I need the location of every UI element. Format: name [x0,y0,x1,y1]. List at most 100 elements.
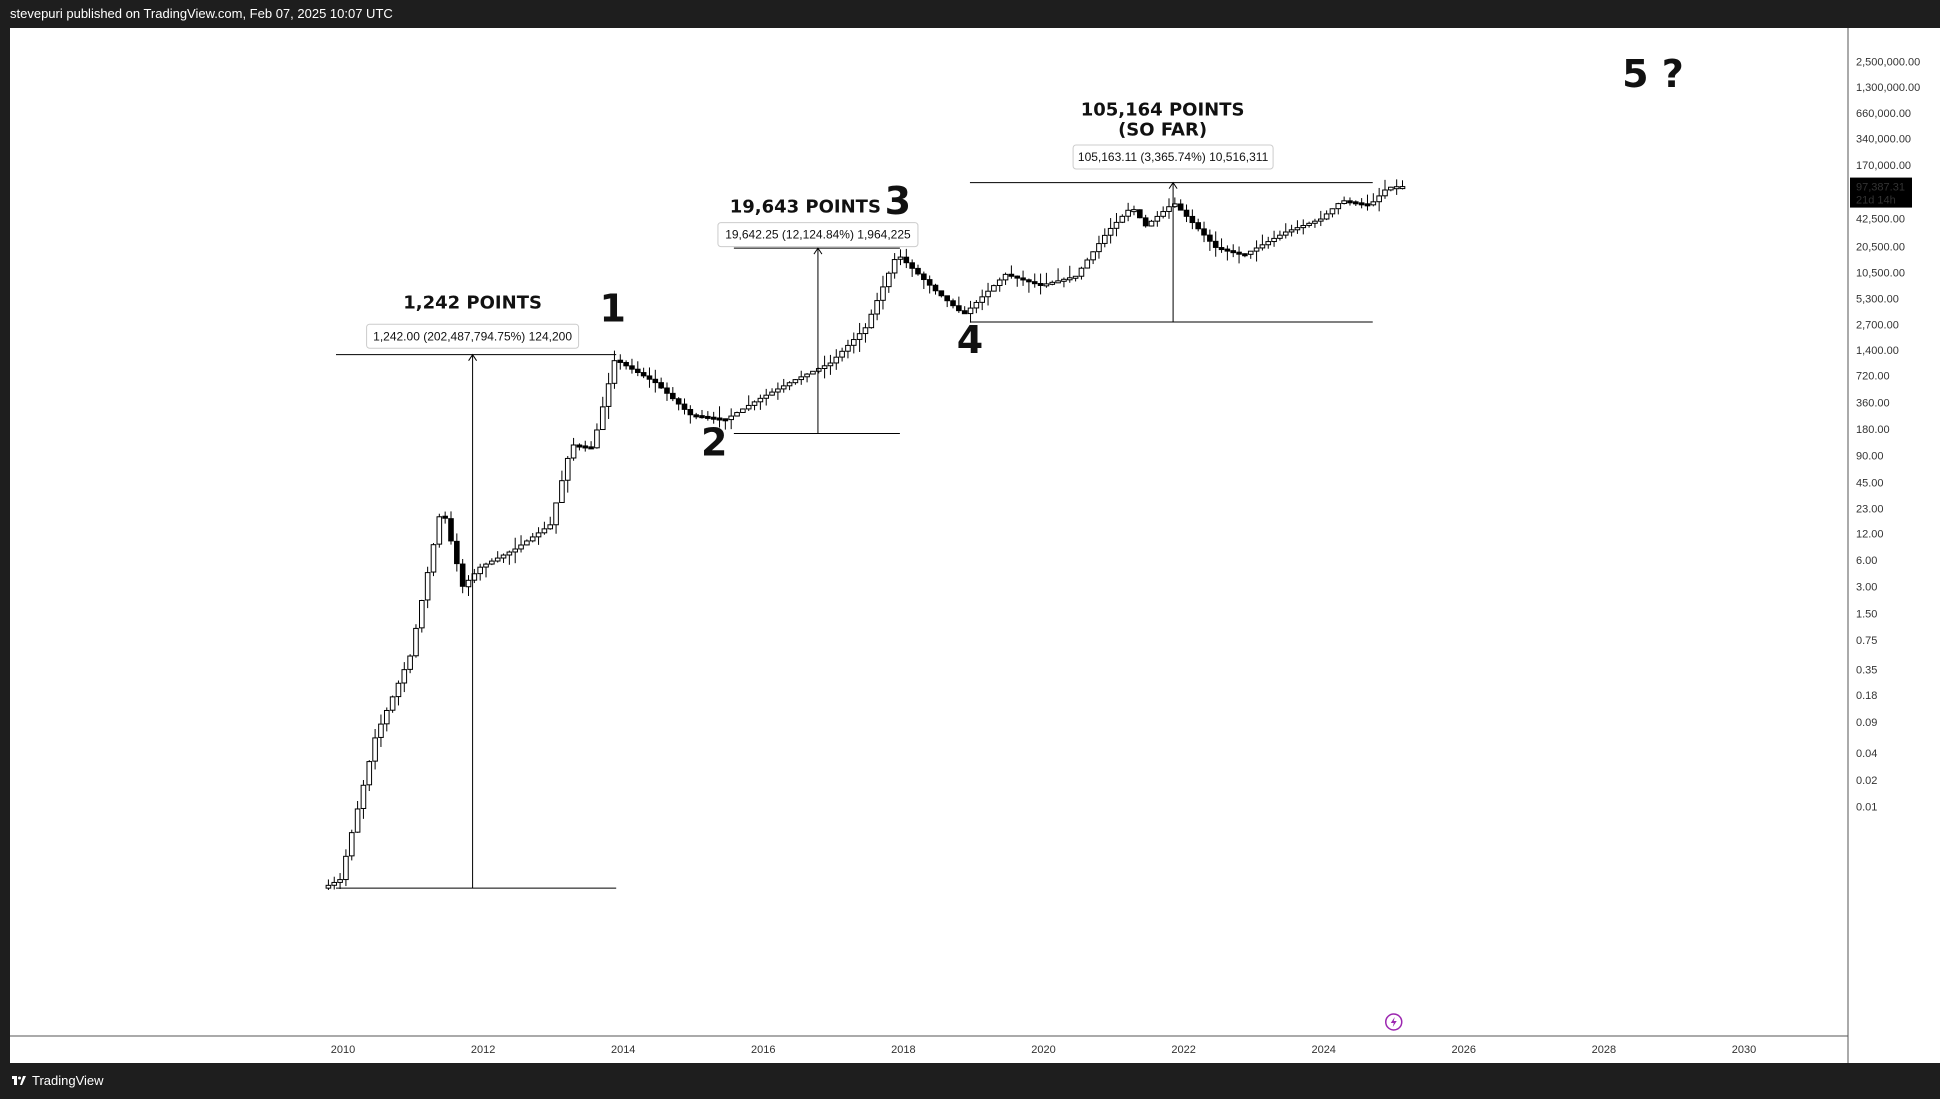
candle [360,784,367,809]
measure-label-box [1072,144,1274,170]
candle [1189,215,1196,224]
candle [862,327,869,335]
price-tick-label: 23.00 [1856,503,1884,515]
candle [1218,247,1225,251]
price-axis: 2,500,000.00 1,300,000.00 660,000.00 340,00… [1847,28,1920,1063]
time-tick-label: 2016 [751,1044,775,1056]
candle [868,313,875,329]
candle [1341,200,1347,205]
candle [734,412,740,417]
candle [687,408,694,416]
candle [1183,209,1190,217]
candle [465,579,472,588]
price-tick-label: 1.50 [1856,608,1877,620]
candle [1061,278,1067,282]
candle [973,301,980,309]
candle [763,394,770,399]
candle [1014,275,1021,279]
candle [331,881,338,886]
price-chart[interactable]: 1,242.00 (202,487,794.75%) 124,200 1,242 … [10,28,1940,1063]
candle [815,368,822,372]
candle [1049,281,1056,285]
candle [827,362,834,367]
candle [775,388,781,393]
candle [1142,217,1149,227]
price-tick-label: 0.18 [1856,690,1877,702]
candle [675,398,682,405]
measure-label-text: 19,642.25 (12,124.84%) 1,964,225 [725,228,911,242]
candle [845,344,851,352]
candle [1055,280,1061,284]
candle [547,524,554,530]
candle [1090,251,1096,261]
candle [903,256,910,264]
candle [1370,201,1377,206]
candle [348,832,355,857]
candle [1253,247,1260,252]
candle [459,563,466,587]
candle [1084,259,1091,269]
candle [419,600,425,629]
candle [576,444,583,448]
candle [1312,220,1318,224]
candle [634,368,641,374]
candle [448,518,454,542]
candle [378,723,384,738]
publish-header: stevepuri published on TradingView.com, … [0,0,1940,28]
measure-label-box [717,222,919,248]
wave-2-label: 2 [701,421,727,465]
candle [366,761,373,786]
measure-arrow-icon [1168,181,1178,189]
candle [372,737,378,762]
candle [401,669,408,684]
candle [757,397,764,403]
candle [839,350,845,358]
wave-4-label: 4 [957,318,983,362]
candle [967,307,974,315]
candle [1242,253,1248,257]
lightning-bolt-icon [1390,1017,1397,1027]
price-tick-label: 660,000.00 [1856,108,1911,120]
candle [1072,275,1079,279]
candle [407,655,413,670]
candle [751,401,758,406]
candle [1119,215,1126,223]
candle [670,392,676,400]
candle [1201,228,1207,236]
candle [728,415,734,421]
candle [1353,201,1359,205]
candle [1026,279,1032,283]
candle [798,376,805,381]
candle [979,296,986,303]
price-tick-label: 340,000.00 [1856,133,1911,145]
candle [1288,229,1295,233]
candle [524,540,530,546]
candle [395,682,402,698]
candle [1037,282,1044,286]
candle [1388,186,1394,191]
candle [792,379,799,384]
candle [1347,200,1353,204]
candle [605,383,612,407]
candles-layer [325,179,1406,890]
candle [599,406,606,431]
candle [518,544,524,550]
chart-area[interactable]: 1,242.00 (202,487,794.75%) 124,200 1,242 … [10,28,1940,1063]
candle [1020,277,1026,281]
candle [337,879,343,883]
price-tick-label: 2,700.00 [1856,320,1899,332]
candle [436,516,443,545]
candle [1078,267,1085,277]
wave-label-layer: 1 2 3 4 5 ? [599,52,1683,465]
candle [1195,222,1201,230]
price-tick-label: 45.00 [1856,477,1884,489]
candle [1393,186,1400,190]
candle [570,444,577,459]
price-tick-label: 0.75 [1856,635,1877,647]
candle [950,300,956,307]
candle [623,362,629,367]
footer-brand: TradingView [32,1073,104,1088]
candle [541,528,548,534]
measure-arrow-icon [468,353,478,361]
candle [1306,222,1312,226]
